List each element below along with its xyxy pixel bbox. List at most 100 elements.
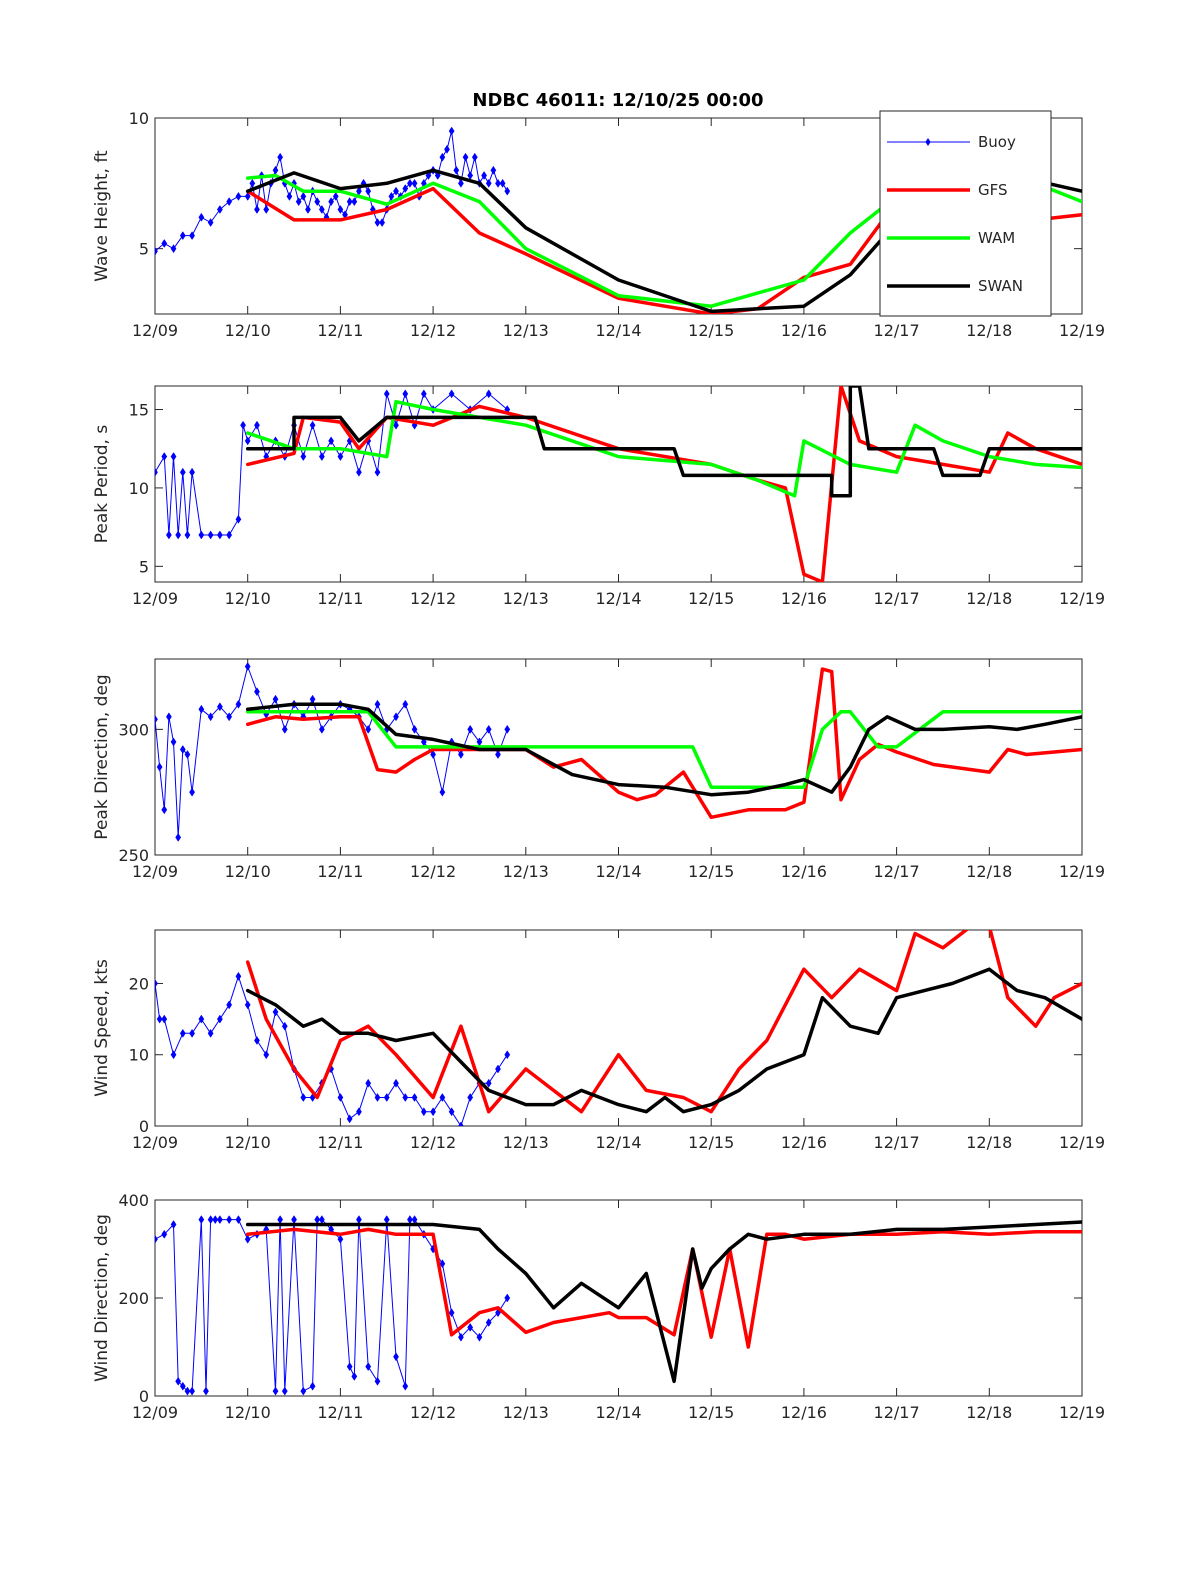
buoy-point <box>318 724 325 734</box>
buoy-point <box>402 1381 409 1391</box>
buoy-point <box>402 184 409 194</box>
buoy-point <box>175 832 182 842</box>
buoy-point <box>356 467 362 477</box>
legend-label-gfs: GFS <box>978 181 1008 199</box>
plot-area <box>154 385 1083 583</box>
panel-2: 12/09 12/10 12/11 12/12 12/13 12/14 12/15 12/16… <box>92 385 1105 608</box>
legend-label-buoy: Buoy <box>978 133 1016 151</box>
series-swan-line <box>245 386 1082 498</box>
buoy-point <box>458 1121 464 1126</box>
buoy-point <box>453 165 460 175</box>
buoy-point <box>203 1386 209 1396</box>
x-tick-label: 12/09 <box>132 862 178 881</box>
buoy-point <box>281 1021 288 1031</box>
buoy-point <box>332 191 339 201</box>
x-tick-label: 12/18 <box>966 589 1012 608</box>
buoy-point <box>295 197 302 207</box>
buoy-point <box>244 436 251 446</box>
buoy-point <box>365 186 372 196</box>
x-tick-label: 12/11 <box>317 1403 363 1422</box>
legend-label-swan: SWAN <box>978 277 1023 295</box>
y-axis-label: Wind Direction, deg <box>92 1214 112 1382</box>
x-tick-label: 12/16 <box>781 1133 827 1152</box>
buoy-point <box>337 452 344 462</box>
series-gfs-line <box>245 930 1082 1114</box>
plot-area <box>154 929 1083 1127</box>
y-tick-label: 0 <box>139 1117 149 1136</box>
buoy-point <box>277 152 284 162</box>
buoy-point <box>393 420 399 430</box>
buoy-point <box>374 1093 381 1102</box>
buoy-point <box>263 1050 270 1060</box>
buoy-point <box>411 724 418 734</box>
buoy-point <box>198 1215 205 1225</box>
buoy-point <box>467 1093 474 1102</box>
buoy-point <box>207 1215 214 1225</box>
x-tick-label: 12/17 <box>874 321 920 340</box>
buoy-point <box>254 1036 260 1045</box>
x-tick-label: 12/13 <box>503 321 549 340</box>
x-tick-label: 12/17 <box>874 589 920 608</box>
buoy-point <box>420 389 427 399</box>
buoy-point <box>444 144 450 154</box>
buoy-point <box>393 712 399 722</box>
y-axis-label: Wind Speed, kts <box>92 959 112 1097</box>
buoy-point <box>393 186 399 196</box>
y-axis-label: Wave Height, ft <box>92 150 112 282</box>
y-axis-label: Peak Period, s <box>92 425 112 544</box>
buoy-point <box>337 1093 344 1102</box>
x-tick-label: 12/10 <box>225 1403 271 1422</box>
buoy-point <box>216 530 223 540</box>
y-tick-label: 300 <box>118 720 149 739</box>
buoy-point <box>226 530 233 540</box>
y-tick-label: 200 <box>118 1289 149 1308</box>
buoy-point <box>189 787 195 797</box>
buoy-point <box>189 1028 195 1038</box>
x-tick-label: 12/19 <box>1059 862 1105 881</box>
buoy-point <box>439 1259 446 1269</box>
buoy-point <box>249 178 256 188</box>
x-tick-label: 12/14 <box>595 589 641 608</box>
buoy-point <box>235 699 242 709</box>
buoy-point <box>179 1381 186 1391</box>
x-tick-label: 12/18 <box>966 862 1012 881</box>
buoy-point <box>420 1107 427 1117</box>
buoy-point <box>175 1376 182 1386</box>
buoy-point <box>374 467 381 477</box>
chart-title: NDBC 46011: 12/10/25 00:00 <box>472 90 763 111</box>
buoy-point <box>351 1371 358 1381</box>
buoy-point <box>439 152 446 162</box>
buoy-point <box>254 687 260 697</box>
buoy-point <box>216 702 223 712</box>
buoy-point <box>411 178 418 188</box>
buoy-point <box>309 1381 316 1391</box>
buoy-point <box>495 1064 501 1074</box>
buoy-point <box>281 724 288 734</box>
x-tick-label: 12/13 <box>503 1133 549 1152</box>
buoy-point <box>166 712 172 722</box>
y-tick-label: 20 <box>129 974 149 993</box>
x-tick-label: 12/11 <box>317 321 363 340</box>
x-tick-label: 12/09 <box>132 1133 178 1152</box>
x-tick-label: 12/16 <box>781 1403 827 1422</box>
buoy-point <box>184 750 191 759</box>
series-gfs-line <box>245 667 1082 820</box>
series-group <box>155 662 1082 842</box>
x-tick-label: 12/15 <box>688 862 734 881</box>
series-group <box>155 1215 1082 1396</box>
buoy-point <box>244 662 251 671</box>
x-tick-label: 12/19 <box>1059 1403 1105 1422</box>
buoy-point <box>226 1000 233 1010</box>
x-tick-label: 12/14 <box>595 862 641 881</box>
buoy-point <box>458 1332 464 1342</box>
buoy-point <box>499 178 506 188</box>
x-tick-label: 12/12 <box>410 321 456 340</box>
buoy-point <box>383 389 390 399</box>
x-tick-label: 12/14 <box>595 1133 641 1152</box>
buoy-point <box>272 1007 279 1017</box>
buoy-point <box>495 750 501 759</box>
y-tick-label: 250 <box>118 846 149 865</box>
buoy-point <box>337 1234 344 1244</box>
x-tick-label: 12/15 <box>688 1403 734 1422</box>
